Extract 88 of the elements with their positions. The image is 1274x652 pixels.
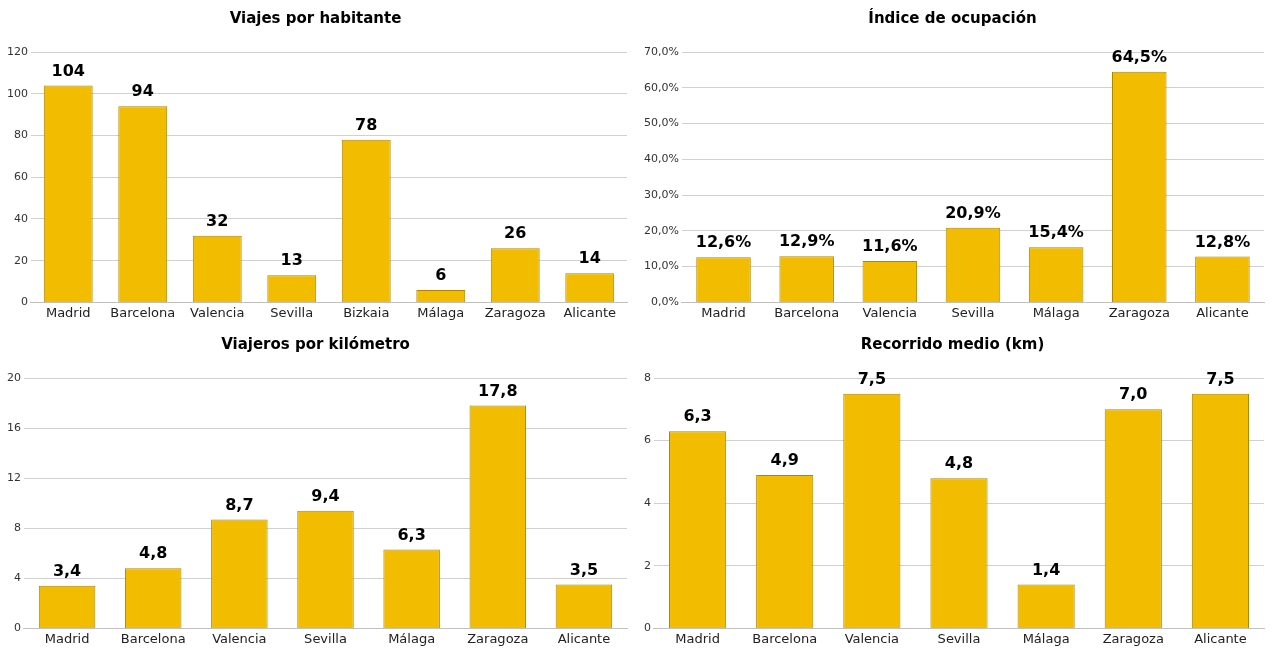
x-tick-label: Alicante	[1196, 304, 1249, 320]
data-label: 7,5	[857, 368, 887, 388]
x-tick-label: Madrid	[45, 304, 91, 320]
x-tick-label: Madrid	[675, 630, 720, 646]
data-label: 20,9%	[945, 202, 1001, 222]
chart-title: Índice de ocupación	[868, 7, 1037, 27]
x-tick-label: Barcelona	[752, 630, 818, 646]
data-label: 6,3	[397, 524, 426, 544]
chart-title: Viajeros por kilómetro	[221, 334, 410, 353]
data-label: 7,5	[1206, 368, 1235, 388]
x-tick-label: Barcelona	[110, 304, 176, 320]
data-label: 13	[280, 250, 303, 270]
x-tick-label: Zaragoza	[1102, 630, 1164, 646]
x-tick-label: Bizkaia	[343, 304, 390, 320]
x-tick-label: Valencia	[190, 304, 245, 320]
y-tick-label: 20	[7, 370, 21, 384]
y-tick-label: 20	[14, 253, 28, 267]
data-label: 15,4%	[1028, 222, 1084, 242]
x-tick-label: Valencia	[212, 630, 267, 646]
y-tick-label: 12	[7, 471, 21, 485]
y-tick-label: 2	[644, 558, 651, 572]
x-tick-label: Málaga	[1032, 304, 1080, 320]
data-label: 14	[578, 248, 601, 268]
data-label: 104	[51, 60, 85, 80]
data-label: 9,4	[311, 485, 340, 505]
y-tick-label: 8	[644, 370, 651, 384]
x-tick-label: Alicante	[563, 304, 617, 320]
y-tick-label: 80	[14, 128, 28, 142]
data-label: 6	[435, 265, 447, 285]
x-tick-label: Alicante	[1194, 630, 1247, 646]
x-tick-label: Madrid	[701, 304, 746, 320]
y-tick-label: 40	[14, 211, 28, 225]
data-label: 3,4	[52, 560, 82, 580]
x-tick-label: Sevilla	[270, 304, 314, 320]
x-tick-label: Zaragoza	[1108, 304, 1170, 320]
data-label: 4,8	[139, 543, 168, 563]
x-tick-label: Sevilla	[304, 630, 347, 646]
y-tick-label: 60,0%	[643, 80, 679, 94]
y-tick-label: 20,0%	[643, 223, 679, 237]
y-tick-label: 60	[14, 170, 28, 184]
data-label: 94	[131, 81, 154, 101]
data-label: 12,9%	[778, 231, 835, 251]
data-label: 4,9	[770, 450, 799, 470]
x-tick-label: Málaga	[388, 630, 436, 646]
y-tick-label: 100	[7, 86, 28, 100]
x-tick-label: Madrid	[44, 630, 90, 646]
data-label: 11,6%	[862, 236, 918, 256]
data-label: 26	[504, 223, 527, 243]
x-tick-label: Málaga	[1022, 630, 1070, 646]
data-label: 64,5%	[1111, 46, 1168, 66]
data-label: 1,4	[1031, 559, 1061, 579]
y-tick-label: 8	[14, 521, 21, 535]
y-tick-label: 4	[644, 496, 651, 510]
data-label: 17,8	[478, 380, 518, 400]
data-label: 12,8%	[1194, 231, 1251, 251]
y-tick-label: 6	[644, 433, 651, 447]
y-tick-label: 0	[14, 621, 21, 635]
y-tick-label: 70,0%	[643, 44, 679, 58]
x-tick-label: Sevilla	[951, 304, 995, 320]
y-tick-label: 16	[7, 420, 21, 434]
y-tick-label: 0,0%	[650, 295, 679, 309]
data-label: 32	[206, 210, 229, 230]
y-tick-label: 30,0%	[643, 187, 679, 201]
data-label: 12,6%	[695, 232, 752, 252]
y-tick-label: 0	[21, 295, 28, 309]
x-tick-label: Valencia	[862, 304, 918, 320]
x-tick-label: Zaragoza	[484, 304, 546, 320]
x-tick-label: Zaragoza	[467, 630, 529, 646]
x-tick-label: Málaga	[417, 304, 465, 320]
data-label: 7,0	[1119, 384, 1148, 404]
data-label: 8,7	[225, 494, 254, 514]
data-label: 6,3	[683, 406, 712, 426]
chart-title: Recorrido medio (km)	[860, 334, 1045, 353]
y-tick-label: 120	[7, 44, 28, 58]
x-tick-label: Barcelona	[774, 304, 840, 320]
y-tick-label: 0	[644, 621, 651, 635]
y-tick-label: 40,0%	[643, 152, 679, 166]
y-tick-label: 10,0%	[643, 259, 679, 273]
data-label: 78	[355, 114, 378, 134]
y-tick-label: 4	[14, 571, 21, 585]
x-tick-label: Valencia	[844, 630, 900, 646]
chart-title: Viajes por habitante	[229, 8, 402, 27]
x-tick-label: Barcelona	[120, 630, 186, 646]
data-label: 4,8	[944, 453, 974, 473]
y-tick-label: 50,0%	[643, 116, 679, 130]
x-tick-label: Alicante	[557, 630, 611, 646]
x-tick-label: Sevilla	[937, 630, 981, 646]
data-label: 3,5	[569, 559, 599, 579]
